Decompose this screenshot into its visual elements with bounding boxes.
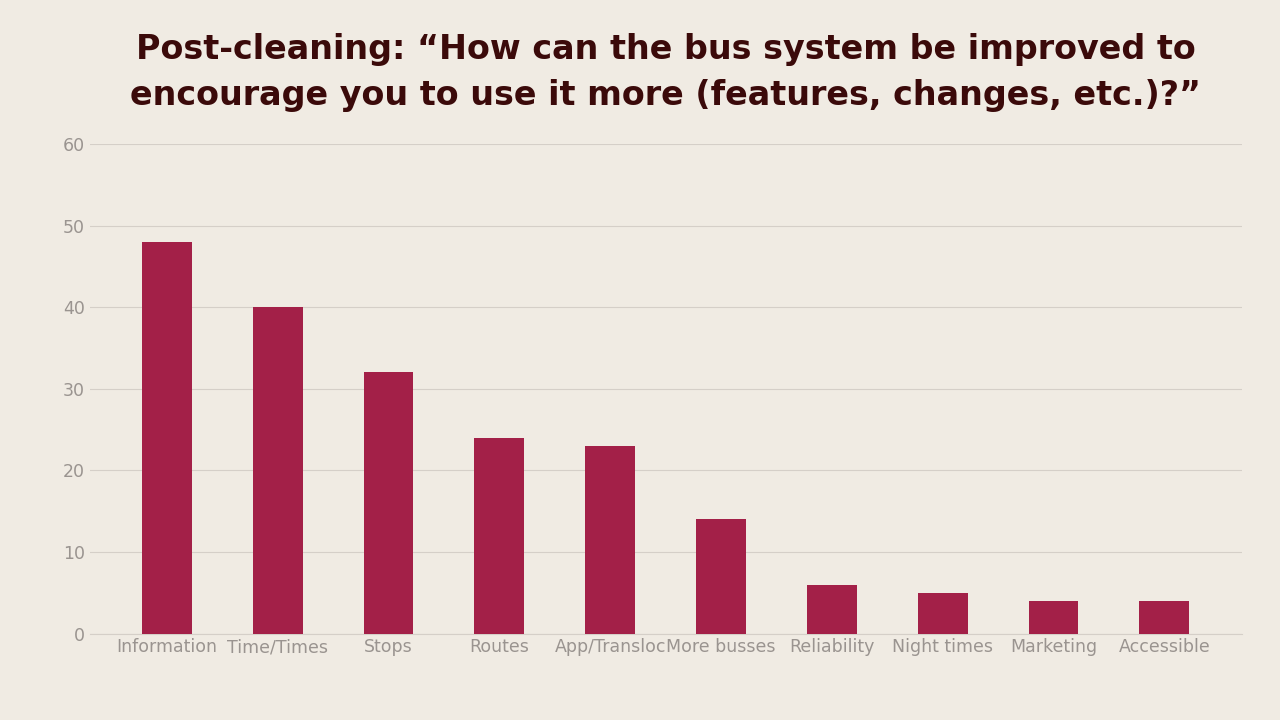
Bar [142, 242, 192, 634]
Bar [918, 593, 968, 634]
Bar [585, 446, 635, 634]
Bar [1029, 601, 1079, 634]
Title: Post-cleaning: “How can the bus system be improved to
encourage you to use it mo: Post-cleaning: “How can the bus system b… [131, 33, 1201, 112]
Bar [475, 438, 525, 634]
Bar [806, 585, 856, 634]
Bar [696, 519, 746, 634]
Bar [252, 307, 302, 634]
Bar [364, 372, 413, 634]
Bar [1139, 601, 1189, 634]
